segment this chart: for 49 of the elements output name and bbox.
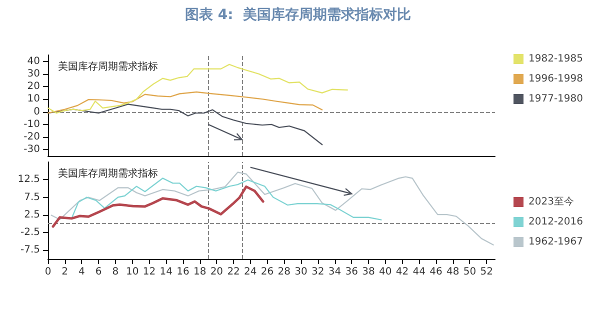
x-tick-label: 14: [160, 266, 172, 278]
x-tick-label: 16: [176, 266, 190, 278]
x-tick-label: 46: [430, 266, 442, 278]
x-tick-label: 4: [78, 266, 85, 278]
legend-label: 2023至今: [528, 196, 574, 208]
y-tick-label: 20: [27, 81, 40, 92]
y-tick-label: -20: [24, 132, 40, 143]
x-tick-label: 22: [227, 266, 240, 278]
x-tick-label: 2: [62, 266, 68, 278]
x-tick-label: 38: [362, 266, 375, 278]
x-tick-label: 0: [44, 266, 52, 278]
chart-title: 图表 4: 美国库存周期需求指标对比: [185, 6, 411, 23]
y-tick-label: -7.5: [20, 244, 40, 256]
x-tick-label: 18: [193, 266, 206, 278]
x-tick-label: 8: [112, 266, 119, 278]
x-tick-label: 6: [95, 266, 102, 278]
x-tick-label: 26: [260, 266, 274, 278]
y-tick-label: 30: [27, 68, 40, 80]
y-tick-label: 40: [27, 56, 40, 67]
legend-label: 1982-1985: [528, 54, 584, 64]
x-tick-label: 24: [244, 266, 257, 278]
y-tick-label: -10: [24, 118, 40, 130]
x-tick-label: 10: [126, 266, 139, 278]
y-tick-label: -2.5: [20, 227, 40, 238]
y-tick-label: 10: [27, 94, 40, 105]
x-tick-label: 34: [328, 266, 342, 278]
legend-label: 1962-1967: [528, 236, 584, 248]
x-tick-label: 50: [463, 266, 476, 278]
x-tick-label: 42: [396, 266, 409, 278]
legend-label: 2012-2016: [528, 216, 584, 228]
x-tick-label: 36: [345, 266, 358, 278]
text: 美国库存周期需求指标: [58, 60, 158, 72]
y-tick-label: -30: [24, 144, 40, 156]
x-tick-label: 44: [412, 266, 426, 278]
x-tick-label: 20: [210, 266, 224, 278]
x-tick-label: 30: [294, 266, 308, 278]
x-tick-label: 40: [378, 266, 392, 278]
x-tick-label: 12: [142, 266, 156, 278]
y-tick-label: 0: [34, 106, 40, 118]
x-tick-label: 52: [480, 266, 493, 278]
y-tick-label: 2.5: [24, 209, 40, 220]
x-tick-label: 48: [446, 266, 460, 278]
y-tick-label: 7.5: [24, 192, 40, 203]
y-tick-label: 12.5: [18, 174, 40, 186]
x-tick-label: 28: [278, 266, 291, 278]
legend-label: 1977-1980: [528, 94, 584, 104]
text: 美国库存周期需求指标: [58, 168, 158, 180]
legend-label: 1996-1998: [528, 74, 584, 84]
x-tick-label: 32: [312, 266, 324, 278]
